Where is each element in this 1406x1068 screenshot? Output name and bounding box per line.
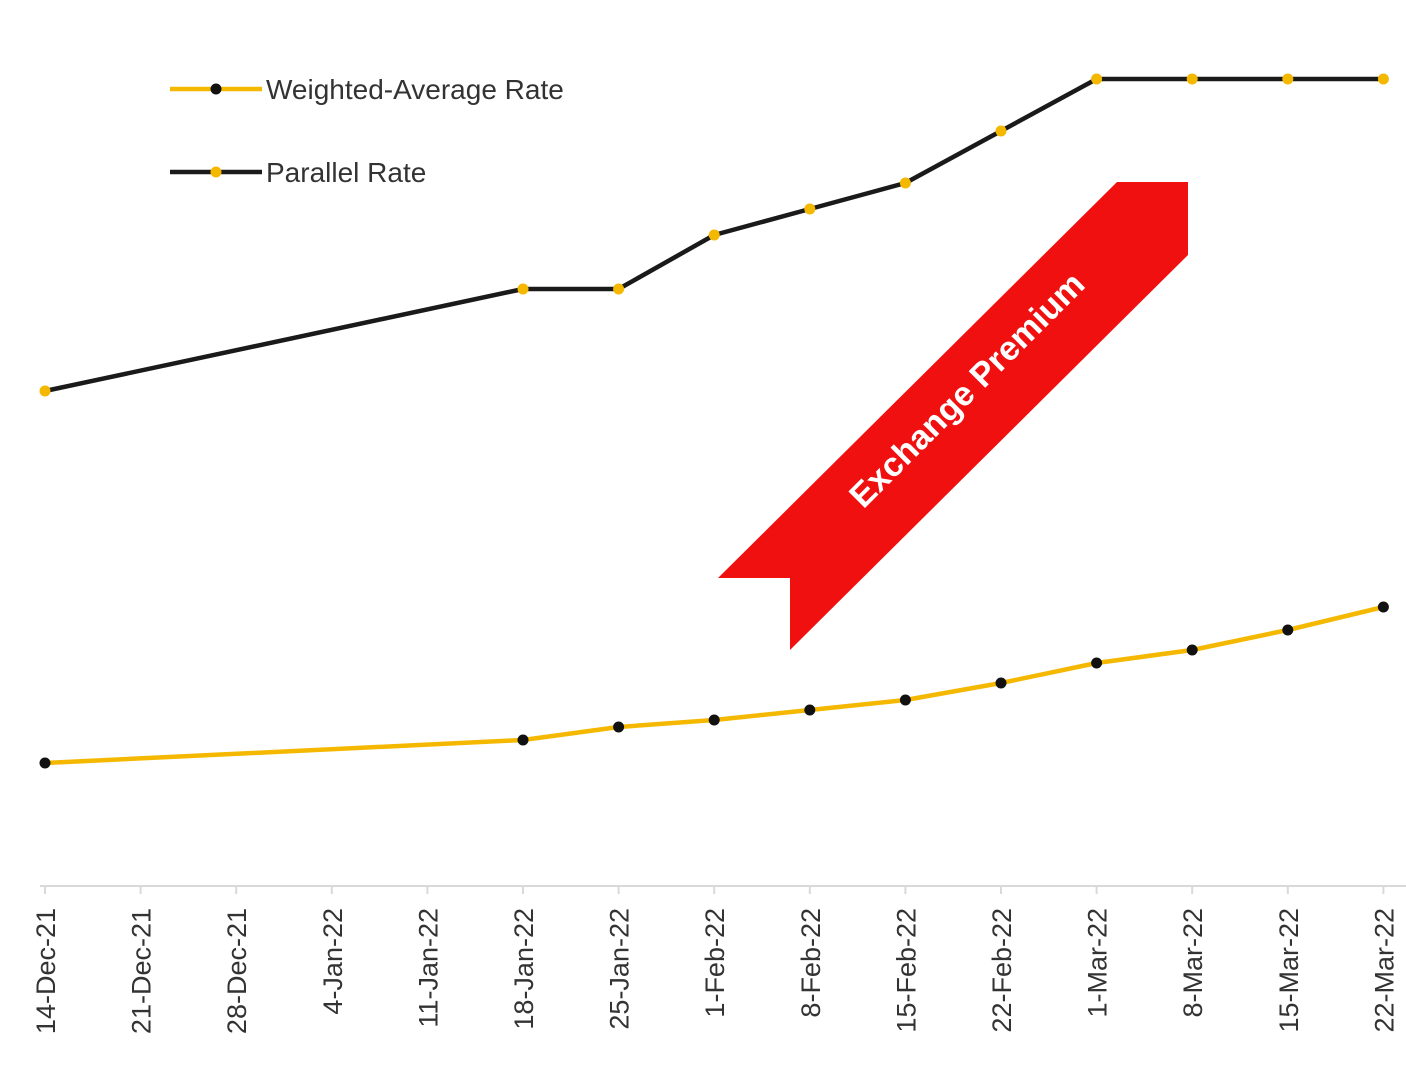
x-tick-label: 1-Feb-22: [700, 908, 730, 1018]
data-point: [613, 283, 625, 295]
data-point: [804, 203, 816, 215]
data-point: [1282, 624, 1294, 636]
series-line: [44, 604, 1384, 766]
data-point: [708, 229, 720, 241]
data-point: [1282, 73, 1294, 85]
arrow-shape: [718, 182, 1188, 650]
data-point: [804, 704, 816, 716]
legend-label: Weighted-Average Rate: [266, 74, 564, 105]
data-point: [39, 757, 51, 769]
x-tick-label: 8-Feb-22: [796, 908, 826, 1018]
x-tick-label: 15-Mar-22: [1274, 908, 1304, 1033]
series-weighted-average-rate: [39, 601, 1389, 769]
legend-item: Parallel Rate: [170, 157, 426, 188]
data-point: [1377, 601, 1389, 613]
x-tick-label: 22-Feb-22: [987, 908, 1017, 1033]
legend-swatch-marker: [210, 166, 222, 178]
legend-swatch-marker: [210, 83, 222, 95]
x-tick-label: 11-Jan-22: [413, 908, 443, 1028]
data-point: [899, 177, 911, 189]
data-point: [708, 714, 720, 726]
x-tick-label: 15-Feb-22: [891, 908, 921, 1033]
data-point: [517, 283, 529, 295]
x-tick-label: 4-Jan-22: [318, 908, 348, 1015]
exchange-premium-arrow: Exchange Premium: [718, 182, 1188, 650]
data-point: [899, 694, 911, 706]
data-point: [613, 721, 625, 733]
x-tick-label: 8-Mar-22: [1178, 908, 1208, 1018]
x-tick-label: 22-Mar-22: [1369, 908, 1399, 1033]
data-point: [1091, 657, 1103, 669]
annotation-label: Exchange Premium: [842, 265, 1092, 515]
series-parallel-rate: [39, 73, 1389, 397]
data-point: [1377, 73, 1389, 85]
data-point: [1186, 73, 1198, 85]
legend-label: Parallel Rate: [266, 157, 426, 188]
x-tick-label: 28-Dec-21: [222, 908, 252, 1034]
data-point: [995, 125, 1007, 137]
x-tick-label: 14-Dec-21: [31, 908, 61, 1034]
x-tick-label: 1-Mar-22: [1083, 908, 1113, 1018]
legend-item: Weighted-Average Rate: [170, 74, 564, 105]
data-point: [39, 385, 51, 397]
data-point: [1186, 644, 1198, 656]
x-tick-label: 25-Jan-22: [605, 908, 635, 1030]
x-tick-label: 21-Dec-21: [127, 908, 157, 1034]
data-point: [995, 677, 1007, 689]
data-point: [517, 734, 529, 746]
x-tick-label: 18-Jan-22: [509, 908, 539, 1030]
data-point: [1091, 73, 1103, 85]
